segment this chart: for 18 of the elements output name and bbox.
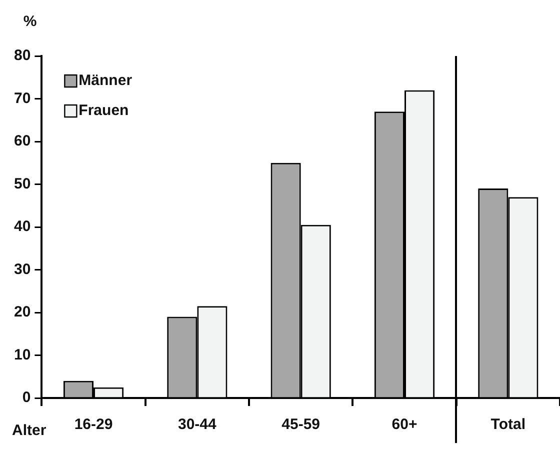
x-tick-label: 30-44 bbox=[178, 416, 218, 434]
legend-label: Frauen bbox=[78, 102, 129, 120]
x-tick-label: Total bbox=[490, 416, 526, 434]
y-tick-label: 40 bbox=[14, 218, 31, 236]
y-tick-label: 70 bbox=[14, 90, 31, 107]
y-tick-label: 0 bbox=[22, 389, 31, 406]
y-tick-label: 50 bbox=[14, 175, 31, 192]
x-tick-label: 60+ bbox=[392, 416, 418, 434]
legend-label: Männer bbox=[78, 72, 132, 90]
y-axis-title: % bbox=[23, 13, 37, 30]
x-tick-label: 45-59 bbox=[282, 416, 320, 434]
x-tick-label: 16-29 bbox=[74, 416, 113, 434]
y-tick-label: 30 bbox=[14, 260, 31, 278]
y-tick-label: 80 bbox=[14, 47, 31, 64]
y-tick-label: 20 bbox=[14, 304, 31, 321]
x-axis-title: Alter bbox=[12, 422, 46, 440]
y-tick-label: 10 bbox=[14, 346, 31, 364]
y-tick-label: 60 bbox=[14, 132, 31, 150]
